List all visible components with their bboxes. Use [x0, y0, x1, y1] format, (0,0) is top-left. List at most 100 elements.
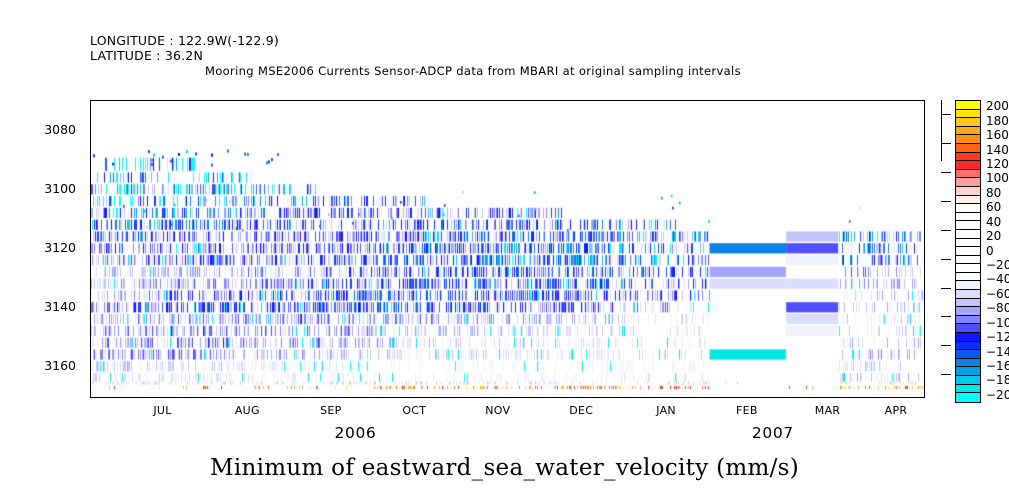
y-axis-label: 3140	[44, 298, 76, 314]
colorbar-cell	[956, 229, 980, 239]
colorbar-cell	[956, 333, 980, 342]
colorbar-cell	[956, 161, 980, 170]
colorbar-cell	[956, 169, 980, 179]
chart-subtitle: Mooring MSE2006 Currents Sensor-ADCP dat…	[205, 64, 741, 78]
latitude-label: LATITUDE : 36.2N	[90, 48, 204, 63]
colorbar-tick	[941, 345, 951, 347]
colorbar-cell	[956, 384, 980, 394]
colorbar-tick	[941, 114, 951, 116]
colorbar-tick-label: 40	[986, 214, 1002, 229]
y-axis-label: 3160	[44, 357, 76, 373]
y-axis-tick-major	[90, 131, 91, 132]
y-axis-tick-minor	[90, 278, 91, 279]
colorbar-cell	[956, 290, 980, 299]
y-axis-tick-major	[90, 249, 91, 250]
colorbar-cell	[956, 307, 980, 316]
x-axis-month-label: SEP	[320, 404, 342, 417]
colorbar-cell	[956, 315, 980, 325]
colorbar-tick	[941, 374, 951, 376]
y-axis-tick-major	[90, 367, 91, 368]
colorbar-cell	[956, 135, 980, 144]
x-axis-month-label: FEB	[735, 404, 758, 417]
colorbar-cell	[956, 264, 980, 273]
colorbar-cell	[956, 186, 980, 196]
colorbar-cell	[956, 350, 980, 359]
y-axis-label: 3080	[44, 121, 76, 137]
x-axis-month-label: DEC	[569, 404, 594, 417]
colorbar-tick-label: 160	[986, 128, 1009, 143]
heatmap-plot-area	[90, 100, 925, 398]
colorbar-tick	[941, 258, 951, 260]
x-axis-month-label: JAN	[656, 404, 676, 417]
colorbar-cell	[956, 221, 980, 230]
colorbar-tick-label: −80	[986, 301, 1009, 316]
y-axis-tick-major	[90, 308, 91, 309]
y-axis-tick-minor	[90, 160, 91, 161]
colorbar-tick-label: 20	[986, 229, 1002, 244]
colorbar-tick-label: 200	[986, 99, 1009, 114]
colorbar-tick-label: −200	[986, 387, 1009, 402]
heatmap-canvas	[91, 101, 923, 396]
colorbar-cell	[956, 376, 980, 385]
colorbar-tick-label: −60	[986, 286, 1009, 301]
x-axis-month-label: NOV	[485, 404, 511, 417]
colorbar-tick-label: −160	[986, 358, 1009, 373]
colorbar-cell	[956, 255, 980, 265]
colorbar-tick-label: −100	[986, 315, 1009, 330]
colorbar-tick	[941, 287, 951, 289]
x-axis-month-label: MAR	[814, 404, 841, 417]
colorbar-cell	[956, 204, 980, 213]
colorbar-tick	[941, 316, 951, 318]
colorbar-cell	[956, 393, 980, 402]
colorbar-cell	[956, 358, 980, 368]
colorbar-tick-label: −120	[986, 330, 1009, 345]
colorbar-cell	[956, 109, 980, 119]
x-axis-month-label: JUL	[153, 404, 172, 417]
colorbar	[955, 100, 981, 403]
colorbar-tick-label: 100	[986, 171, 1009, 186]
colorbar-tick-label: 80	[986, 185, 1002, 200]
x-axis-month-label: OCT	[402, 404, 427, 417]
colorbar-tick-label: −140	[986, 344, 1009, 359]
y-axis-label: 3120	[44, 239, 76, 255]
colorbar-cell	[956, 178, 980, 187]
y-axis-tick-major	[90, 190, 91, 191]
colorbar-tick-label: −40	[986, 272, 1009, 287]
colorbar-cell	[956, 281, 980, 291]
colorbar-spine	[941, 100, 942, 161]
colorbar-tick	[941, 172, 951, 174]
longitude-label: LONGITUDE : 122.9W(-122.9)	[90, 33, 279, 48]
x-axis-year-label: 2006	[334, 424, 377, 442]
x-axis-month-label: AUG	[234, 404, 260, 417]
colorbar-tick-label: 120	[986, 156, 1009, 171]
colorbar-cell	[956, 247, 980, 256]
colorbar-cell	[956, 143, 980, 153]
x-axis-month-label: APR	[884, 404, 908, 417]
colorbar-tick-label: 60	[986, 200, 1002, 215]
colorbar-tick-label: −180	[986, 373, 1009, 388]
y-axis-label: 3100	[44, 180, 76, 196]
colorbar-cell	[956, 101, 980, 110]
colorbar-tick	[941, 143, 951, 145]
main-title: Minimum of eastward_sea_water_velocity (…	[209, 455, 800, 481]
y-axis-tick-minor	[90, 219, 91, 220]
colorbar-cell	[956, 367, 980, 376]
colorbar-tick-label: −20	[986, 257, 1009, 272]
colorbar-tick-label: 140	[986, 142, 1009, 157]
colorbar-tick	[941, 201, 951, 202]
colorbar-tick	[941, 229, 951, 231]
colorbar-tick-label: 0	[986, 243, 994, 258]
colorbar-cell	[956, 238, 980, 248]
colorbar-cell	[956, 298, 980, 308]
y-axis-tick-minor	[90, 337, 91, 338]
colorbar-cell	[956, 152, 980, 162]
colorbar-cell	[956, 126, 980, 136]
colorbar-cell	[956, 272, 980, 282]
colorbar-cell	[956, 118, 980, 127]
colorbar-cell	[956, 195, 980, 205]
colorbar-cell	[956, 212, 980, 222]
x-axis-year-label: 2007	[751, 424, 794, 442]
colorbar-tick-label: 180	[986, 113, 1009, 128]
colorbar-cell	[956, 324, 980, 334]
colorbar-cell	[956, 341, 980, 351]
